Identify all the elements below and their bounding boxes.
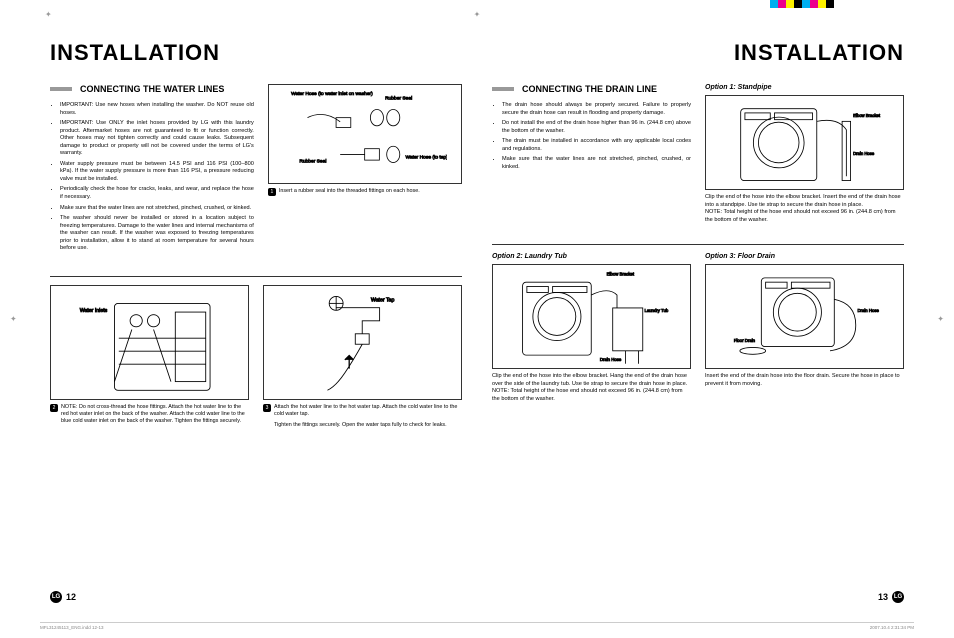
option-caption: Clip the end of the hose into the elbow …	[705, 194, 904, 209]
svg-text:Water Tap: Water Tap	[371, 297, 395, 303]
option-note: NOTE: Total height of the hose end shoul…	[705, 209, 904, 224]
section-label: CONNECTING THE WATER LINES	[80, 84, 224, 94]
figure-water-inlets: Water Inlets	[50, 285, 249, 400]
figure-caption: 2 NOTE: Do not cross-thread the hose fit…	[50, 404, 249, 425]
meta-file: MFL31245113_ENG.indd 12-13	[40, 625, 103, 630]
page-number-left: 12	[66, 592, 76, 602]
svg-text:Drain Hose: Drain Hose	[858, 308, 880, 313]
print-meta: MFL31245113_ENG.indd 12-13 2007.10.4 2:3…	[40, 622, 914, 630]
reg-mark: ✦	[10, 315, 17, 324]
bullet-item: The drain must be installed in accordanc…	[502, 138, 691, 153]
page-title: INSTALLATION	[50, 40, 462, 66]
caption-number: 3	[263, 404, 271, 412]
figure-standpipe: Elbow Bracket Drain Hose	[705, 95, 904, 190]
print-colorbar	[770, 0, 834, 8]
page-footer: LG 12 13 LG	[50, 591, 904, 603]
bullet-item: Water supply pressure must be between 14…	[60, 161, 254, 184]
bullet-item: Periodically check the hose for cracks, …	[60, 186, 254, 201]
reg-mark: ✦	[474, 10, 481, 19]
lg-logo-icon: LG	[892, 591, 904, 603]
svg-text:Water Hose (to water inlet on: Water Hose (to water inlet on washer)	[291, 91, 373, 97]
bullet-item: The drain hose should always be properly…	[502, 102, 691, 117]
bullet-item: IMPORTANT: Use new hoses when installing…	[60, 102, 254, 117]
page-number-right: 13	[878, 592, 888, 602]
svg-text:Elbow Bracket: Elbow Bracket	[607, 271, 635, 276]
page-spread: ✦ ✦ ✦ ✦ INSTALLATION CONNECTING THE WATE…	[0, 0, 954, 638]
svg-text:Rubber Seal: Rubber Seal	[385, 96, 412, 102]
option-caption: Insert the end of the drain hose into th…	[705, 373, 904, 388]
svg-text:Rubber Seal: Rubber Seal	[300, 159, 327, 165]
section-bar	[492, 87, 514, 91]
meta-date: 2007.10.4 2:31:34 PM	[870, 625, 914, 630]
svg-text:Drain Hose: Drain Hose	[854, 151, 876, 156]
svg-text:Water Inlets: Water Inlets	[80, 308, 108, 314]
svg-text:Laundry Tub: Laundry Tub	[645, 308, 669, 313]
figure-hose-seal: Water Hose (to water inlet on washer) Ru…	[268, 84, 462, 184]
svg-text:Water Hose (to tap): Water Hose (to tap)	[406, 154, 447, 160]
right-page: INSTALLATION CONNECTING THE DRAIN LINE T…	[492, 40, 904, 608]
option-caption: Clip the end of the hose into the elbow …	[492, 373, 691, 388]
divider	[50, 276, 462, 277]
figure-laundry-tub: Elbow Bracket Laundry Tub Drain Hose	[492, 264, 691, 369]
caption-number: 1	[268, 188, 276, 196]
caption-text-2: Tighten the fittings securely. Open the …	[274, 422, 462, 429]
bullet-item: Do not install the end of the drain hose…	[502, 120, 691, 135]
svg-text:Elbow Bracket: Elbow Bracket	[854, 113, 881, 118]
caption-text: NOTE: Do not cross-thread the hose fitti…	[61, 404, 249, 425]
reg-mark: ✦	[45, 10, 52, 19]
reg-mark: ✦	[937, 315, 944, 324]
caption-text: Attach the hot water line to the hot wat…	[274, 404, 462, 418]
figure-water-tap: Water Tap	[263, 285, 462, 400]
bullet-list: The drain hose should always be properly…	[492, 102, 691, 171]
divider	[492, 244, 904, 245]
figure-caption: 1 Insert a rubber seal into the threaded…	[268, 188, 462, 196]
section-label: CONNECTING THE DRAIN LINE	[522, 84, 657, 94]
section-heading: CONNECTING THE DRAIN LINE	[492, 84, 691, 94]
option-title: Option 3: Floor Drain	[705, 253, 904, 260]
page-title: INSTALLATION	[492, 40, 904, 66]
bullet-list: IMPORTANT: Use new hoses when installing…	[50, 102, 254, 253]
bullet-item: Make sure that the water lines are not s…	[60, 205, 254, 213]
svg-text:Floor Drain: Floor Drain	[734, 338, 756, 343]
bullet-item: The washer should never be installed or …	[60, 215, 254, 253]
caption-text: Insert a rubber seal into the threaded f…	[279, 188, 420, 196]
section-heading: CONNECTING THE WATER LINES	[50, 84, 254, 94]
figure-caption: 3 Attach the hot water line to the hot w…	[263, 404, 462, 418]
svg-text:Drain Hose: Drain Hose	[600, 357, 622, 362]
option-note: NOTE: Total height of the hose end shoul…	[492, 388, 691, 403]
figure-floor-drain: Drain Hose Floor Drain	[705, 264, 904, 369]
option-title: Option 1: Standpipe	[705, 84, 904, 91]
option-title: Option 2: Laundry Tub	[492, 253, 691, 260]
section-bar	[50, 87, 72, 91]
lg-logo-icon: LG	[50, 591, 62, 603]
bullet-item: Make sure that the water lines are not s…	[502, 156, 691, 171]
bullet-item: IMPORTANT: Use ONLY the inlet hoses prov…	[60, 120, 254, 158]
caption-number: 2	[50, 404, 58, 412]
left-page: INSTALLATION CONNECTING THE WATER LINES …	[50, 40, 462, 608]
